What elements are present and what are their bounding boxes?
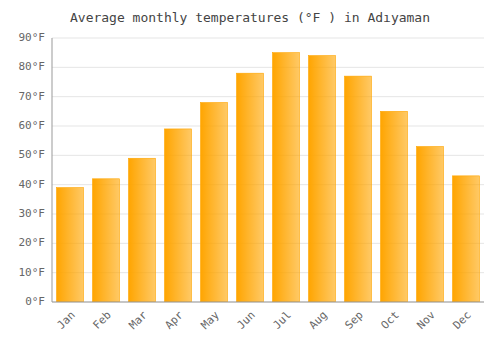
bar [93,179,120,302]
x-tick-label: Jul [271,309,294,332]
bar [345,76,372,302]
bar [453,176,480,302]
x-tick-label: Sep [343,309,366,332]
chart-container: 0°F 10°F 20°F 30°F 40°F 50°F 60°F 70°F 80°F 90°F J… [0,0,500,350]
x-tick-label: Nov [415,308,439,332]
bars [57,53,480,302]
bar [201,103,228,302]
y-tick-label: 10°F [19,266,46,279]
grid [52,38,484,302]
grid-line [52,302,484,303]
x-tick-label: May [199,308,223,332]
y-tick-label: 70°F [19,90,46,103]
y-tick-label: 40°F [19,178,46,191]
bar [129,158,156,302]
x-tick-label: Feb [91,309,114,332]
bar [165,129,192,302]
grid-line [52,126,484,127]
title: Average monthly temperatures (°F ) in Ad… [70,10,430,25]
x-axis-line [52,302,484,303]
x-tick-label: Aug [307,309,330,332]
bar [381,111,408,302]
y-tick-label: 20°F [19,236,46,249]
y-tick-label: 0°F [25,295,45,308]
bar [57,188,84,302]
y-tick-label: 50°F [19,148,46,161]
bar [237,73,264,302]
y-tick-label: 90°F [19,31,46,44]
x-tick-label: Oct [379,309,402,332]
x-tick-label: Apr [163,308,187,332]
x-tick-label: Jan [55,309,78,332]
bar [273,53,300,302]
y-axis: 0°F 10°F 20°F 30°F 40°F 50°F 60°F 70°F 80°F 90°F [19,31,46,308]
x-tick-label: Mar [127,308,151,332]
bar [309,56,336,302]
grid-line [52,96,484,97]
y-axis-line [52,38,53,302]
grid-line [52,67,484,68]
x-tick-label: Dec [451,309,474,332]
y-tick-label: 60°F [19,119,46,132]
x-axis: Jan Feb Mar Apr May Jun Jul Aug Sep Oct Nov Dec [55,308,474,332]
bar [417,147,444,302]
y-tick-label: 30°F [19,207,46,220]
y-tick-label: 80°F [19,60,46,73]
chart: 0°F 10°F 20°F 30°F 40°F 50°F 60°F 70°F 80°F 90°F J… [0,0,500,350]
grid-line [52,38,484,39]
x-tick-label: Jun [235,309,258,332]
